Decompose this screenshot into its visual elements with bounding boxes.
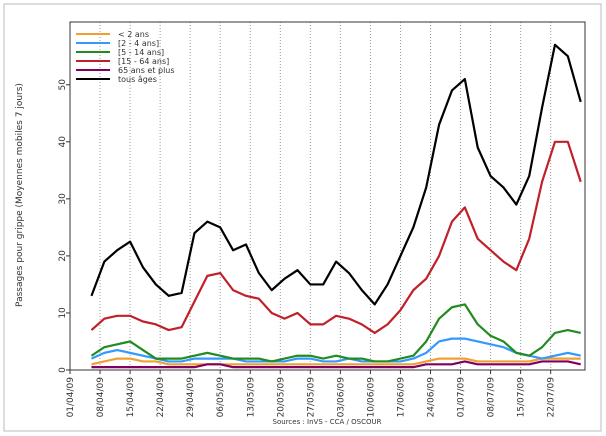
series-line — [91, 357, 581, 366]
x-tick-label: 01/04/09 — [66, 377, 76, 418]
frame — [3, 3, 602, 432]
y-tick-label: 20 — [58, 250, 68, 262]
x-tick-label: 08/07/09 — [487, 377, 497, 418]
series-line — [91, 360, 581, 369]
x-tick-label: 06/05/09 — [216, 377, 226, 418]
y-axis-label: Passages pour grippe (Moyennes mobiles 7… — [15, 83, 25, 307]
series-line — [90, 43, 582, 306]
legend-label: [2 - 4 ans] — [118, 39, 159, 48]
x-tick-label: 03/06/09 — [336, 377, 346, 418]
x-tick-label: 17/06/09 — [396, 377, 406, 418]
series-line — [90, 140, 582, 335]
y-tick-label: 30 — [58, 193, 68, 205]
x-tick-label: 10/06/09 — [366, 377, 376, 418]
series-line — [90, 303, 581, 363]
x-tick-label: 22/07/09 — [547, 377, 557, 418]
y-tick-label: 50 — [58, 79, 68, 91]
legend-label: 65 ans et plus — [118, 66, 175, 75]
x-tick-label: 24/06/09 — [427, 377, 437, 418]
x-tick-label: 13/05/09 — [246, 377, 256, 418]
x-tick-label: 08/04/09 — [96, 377, 106, 418]
x-axis-label: Sources : InVS - CCA / OSCOUR — [273, 418, 382, 426]
x-tick-label: 20/05/09 — [276, 377, 286, 418]
series-line — [91, 337, 581, 363]
x-tick-label: 01/07/09 — [457, 377, 467, 418]
legend-label: < 2 ans — [118, 30, 149, 39]
legend-label: tous âges — [118, 75, 157, 84]
plot-area — [69, 21, 586, 371]
x-tick-label: 15/04/09 — [126, 377, 136, 418]
legend-label: [5 - 14 ans] — [118, 48, 164, 57]
y-tick-label: 0 — [58, 367, 68, 373]
y-tick-label: 40 — [58, 136, 68, 148]
x-tick-label: 29/04/09 — [186, 377, 196, 418]
x-tick-label: 27/05/09 — [306, 377, 316, 418]
x-tick-label: 15/07/09 — [517, 377, 527, 418]
y-tick-label: 10 — [58, 307, 68, 319]
legend-label: [15 - 64 ans] — [118, 57, 169, 66]
x-tick-label: 22/04/09 — [156, 377, 166, 418]
